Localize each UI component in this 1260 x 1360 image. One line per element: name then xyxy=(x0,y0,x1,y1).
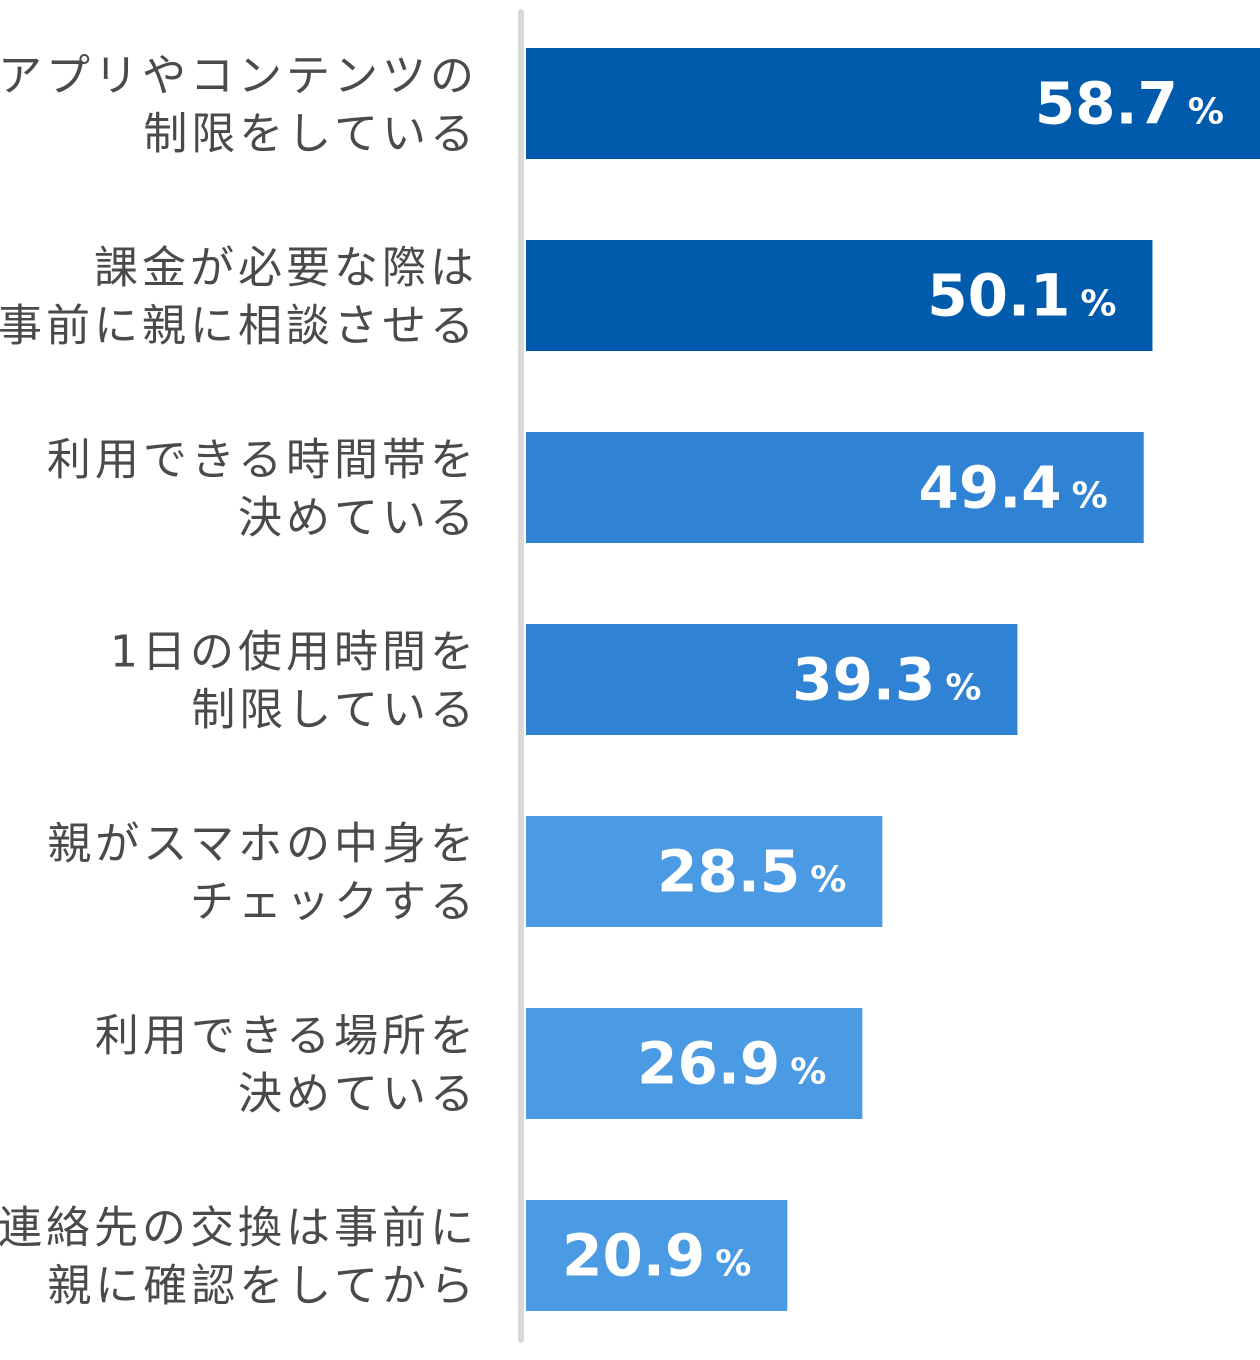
category-label-line: 決めている xyxy=(238,493,478,544)
bar xyxy=(526,816,883,927)
bar-value-number: 49.4 xyxy=(919,454,1062,522)
bar xyxy=(526,1008,863,1119)
category-label-line: 連絡先の交換は事前に xyxy=(0,1203,478,1254)
category-label-line: チェックする xyxy=(190,877,478,928)
category-label-line: 親がスマホの中身を xyxy=(47,819,478,870)
category-label-line: 親に確認をしてから xyxy=(47,1261,478,1312)
bar-value-number: 26.9 xyxy=(637,1030,780,1098)
bar-value-unit: % xyxy=(1072,476,1108,517)
category-label-line: 制限している xyxy=(191,685,478,736)
bars-layer: 58.7 %50.1 %49.4 %39.3 %28.5 %26.9 %20.9% xyxy=(526,48,1260,1311)
category-label-line: 利用できる時間帯を xyxy=(47,435,478,486)
bar-value-number: 20.9 xyxy=(562,1222,705,1290)
bar-value-label: 39.3% xyxy=(792,646,981,714)
bar xyxy=(526,432,1144,543)
bar-value-number: 39.3 xyxy=(792,646,935,714)
bar-value-number: 58.7 xyxy=(1035,70,1178,138)
category-label-line: アプリやコンテンツの xyxy=(0,51,478,102)
bar xyxy=(526,1200,788,1311)
category-label-line: 利用できる場所を xyxy=(95,1011,478,1062)
category-label-line: 課金が必要な際は xyxy=(94,243,478,294)
bar-value-unit: % xyxy=(715,1244,751,1285)
bar-value-label: 28.5% xyxy=(657,838,846,906)
category-label-line: 事前に親に相談させる xyxy=(0,301,478,352)
bar-value-number: 28.5 xyxy=(657,838,800,906)
bar-value-label: 26.9% xyxy=(637,1030,826,1098)
bar xyxy=(526,624,1018,735)
bar-value-unit: % xyxy=(1080,284,1116,325)
bar-value-label: 50.1% xyxy=(927,262,1116,330)
bar-value-unit: % xyxy=(810,860,846,901)
category-labels-layer: アプリやコンテンツの制限をしている課金が必要な際は事前に親に相談させる利用できる… xyxy=(0,51,478,1312)
bar-value-unit: % xyxy=(1188,92,1224,133)
category-label-line: 決めている xyxy=(238,1069,478,1120)
bar xyxy=(526,240,1153,351)
bar-value-label: 20.9% xyxy=(562,1222,751,1290)
bar-value-label: 49.4% xyxy=(919,454,1108,522)
bar-value-unit: % xyxy=(945,668,981,709)
bar-value-unit: % xyxy=(790,1052,826,1093)
bar-value-number: 50.1 xyxy=(927,262,1070,330)
category-label-line: 制限をしている xyxy=(143,109,478,160)
bar-value-label: 58.7% xyxy=(1035,70,1224,138)
bar xyxy=(526,48,1260,159)
category-label-line: 1日の使用時間を xyxy=(110,627,478,678)
